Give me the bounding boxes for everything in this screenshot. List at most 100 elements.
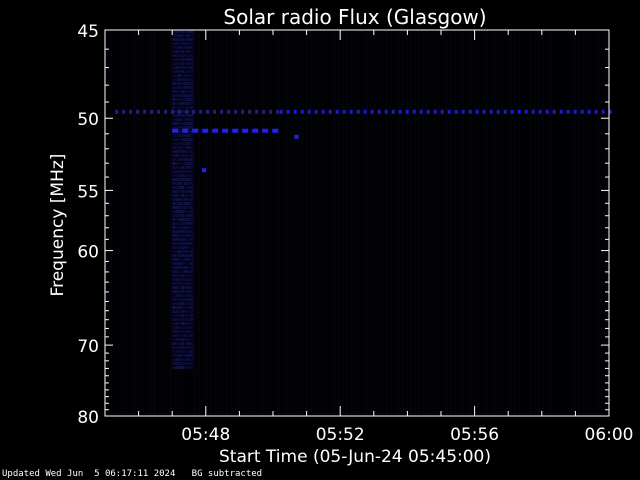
- burst-cell: [184, 366, 188, 369]
- burst-cell: [178, 102, 182, 105]
- burst-cell: [178, 170, 182, 173]
- burst-cell: [190, 366, 194, 369]
- burst-cell: [190, 326, 194, 329]
- burst-cell: [181, 234, 185, 237]
- burst-cell: [181, 62, 185, 65]
- noise-column: [517, 30, 520, 416]
- burst-cell: [181, 302, 185, 305]
- burst-cell: [175, 226, 179, 229]
- burst-cell: [172, 170, 176, 173]
- burst-cell: [184, 82, 188, 85]
- burst-cell: [187, 170, 191, 173]
- burst-cell: [187, 90, 191, 93]
- noise-column: [529, 30, 532, 416]
- burst-cell: [184, 306, 188, 309]
- burst-cell: [178, 146, 182, 149]
- burst-cell: [172, 302, 176, 305]
- burst-cell: [172, 106, 176, 109]
- burst-cell: [187, 258, 191, 261]
- burst-cell: [187, 230, 191, 233]
- burst-cell: [184, 350, 188, 353]
- noise-column: [181, 30, 184, 416]
- burst-cell: [175, 210, 179, 213]
- burst-cell: [190, 86, 194, 89]
- signal-band-cell: [279, 109, 283, 114]
- burst-cell: [181, 202, 185, 205]
- noise-column: [249, 30, 252, 416]
- burst-cell: [184, 238, 188, 241]
- burst-cell: [172, 342, 176, 345]
- noise-column: [165, 30, 168, 416]
- noise-column: [201, 30, 204, 416]
- burst-cell: [187, 322, 191, 325]
- noise-column: [137, 30, 140, 416]
- burst-cell: [172, 126, 176, 129]
- burst-cell: [190, 226, 194, 229]
- burst-cell: [184, 266, 188, 269]
- burst-cell: [184, 46, 188, 49]
- burst-cell: [187, 138, 191, 141]
- signal-band-cell: [129, 109, 133, 114]
- burst-cell: [172, 154, 176, 157]
- burst-cell: [184, 234, 188, 237]
- tick-marks: 45 50 55 60 70 80 05:48 05:52 05:56 06:00: [77, 22, 633, 445]
- burst-cell: [187, 302, 191, 305]
- burst-cell: [181, 50, 185, 53]
- footer: Updated Wed Jun 5 06:17:11 2024 BG subtr…: [2, 469, 262, 479]
- noise-column: [561, 30, 564, 416]
- burst-cell: [187, 234, 191, 237]
- burst-cell: [190, 154, 194, 157]
- burst-cell: [187, 278, 191, 281]
- burst-cell: [178, 94, 182, 97]
- noise-column: [425, 30, 428, 416]
- burst-cell: [181, 174, 185, 177]
- burst-cell: [187, 50, 191, 53]
- noise-column: [189, 30, 192, 416]
- burst-cell: [184, 190, 188, 193]
- burst-cell: [175, 134, 179, 137]
- burst-cell: [190, 254, 194, 257]
- burst-cell: [181, 186, 185, 189]
- burst-cell: [181, 98, 185, 101]
- noise-column: [489, 30, 492, 416]
- burst-cell: [187, 134, 191, 137]
- burst-cell: [190, 54, 194, 57]
- burst-cell: [172, 66, 176, 69]
- burst-cell: [187, 190, 191, 193]
- burst-cell: [190, 262, 194, 265]
- burst-cell: [178, 42, 182, 45]
- burst-cell: [178, 346, 182, 349]
- burst-cell: [172, 250, 176, 253]
- burst-cell: [187, 86, 191, 89]
- burst-cell: [178, 66, 182, 69]
- burst-cell: [178, 278, 182, 281]
- burst-cell: [187, 182, 191, 185]
- burst-cell: [172, 158, 176, 161]
- signal-band-cell: [580, 109, 584, 114]
- noise-column: [389, 30, 392, 416]
- burst-cell: [181, 346, 185, 349]
- signal-band-cell: [248, 109, 252, 114]
- burst-cell: [178, 194, 182, 197]
- burst-cell: [190, 214, 194, 217]
- burst-cell: [184, 50, 188, 53]
- burst-cell: [187, 114, 191, 117]
- signal-band-cell: [227, 109, 231, 114]
- burst-cell: [187, 294, 191, 297]
- noise-column: [285, 30, 288, 416]
- burst-cell: [172, 326, 176, 329]
- burst-cell: [172, 190, 176, 193]
- signal-band-cell: [136, 109, 140, 114]
- burst-cell: [178, 154, 182, 157]
- burst-cell: [178, 290, 182, 293]
- burst-cell: [181, 130, 185, 133]
- burst-cell: [172, 282, 176, 285]
- burst-cell: [187, 262, 191, 265]
- noise-column: [569, 30, 572, 416]
- burst-cell: [181, 150, 185, 153]
- burst-cell: [184, 354, 188, 357]
- burst-cell: [181, 334, 185, 337]
- noise-column: [545, 30, 548, 416]
- burst-cell: [184, 318, 188, 321]
- signal-band-cell: [255, 109, 259, 114]
